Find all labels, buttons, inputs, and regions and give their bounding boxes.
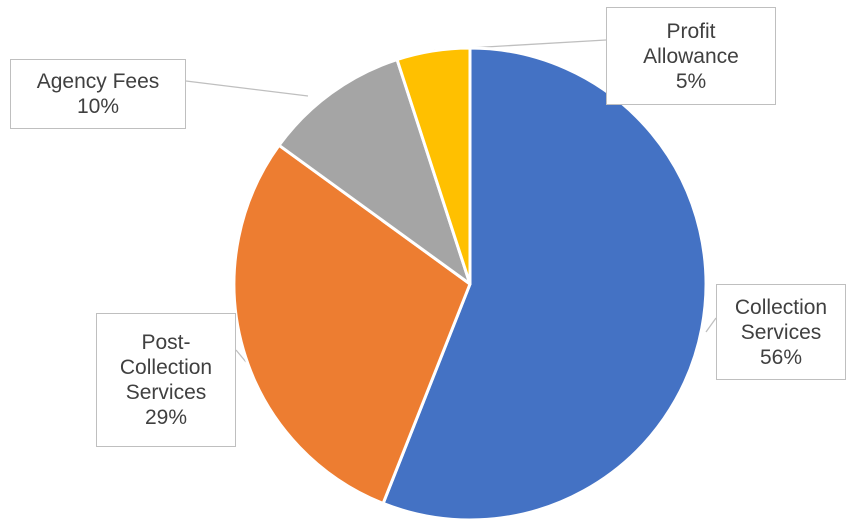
slice-agency-fees bbox=[277, 58, 472, 286]
label-text-line: Profit bbox=[666, 19, 716, 43]
label-text-line: Agency Fees bbox=[36, 70, 160, 93]
label-post-collection-services: Post- Collection Services 29% bbox=[96, 313, 236, 447]
label-text-line: Collection bbox=[734, 295, 828, 319]
label-value: 5% bbox=[675, 69, 707, 93]
slice-post-collection-services bbox=[232, 143, 472, 505]
label-text-line: Services bbox=[125, 381, 207, 404]
label-agency-fees: Agency Fees 10% bbox=[10, 59, 186, 129]
leader-line bbox=[185, 80, 309, 97]
leader-line bbox=[235, 349, 247, 363]
pie-slices bbox=[232, 46, 708, 520]
label-text-line: Collection bbox=[119, 356, 213, 379]
label-value: 56% bbox=[759, 345, 803, 369]
label-value: 29% bbox=[144, 406, 188, 429]
leader-line bbox=[705, 317, 717, 333]
label-text-line: Services bbox=[740, 320, 822, 344]
label-collection-services: Collection Services 56% bbox=[716, 284, 846, 380]
slice-collection-services bbox=[381, 46, 708, 520]
label-profit-allowance: Profit Allowance 5% bbox=[606, 7, 776, 105]
label-value: 10% bbox=[76, 95, 120, 118]
label-text-line: Allowance bbox=[643, 44, 739, 68]
label-text-line: Post- bbox=[141, 331, 191, 354]
slice-profit-allowance bbox=[395, 46, 472, 286]
